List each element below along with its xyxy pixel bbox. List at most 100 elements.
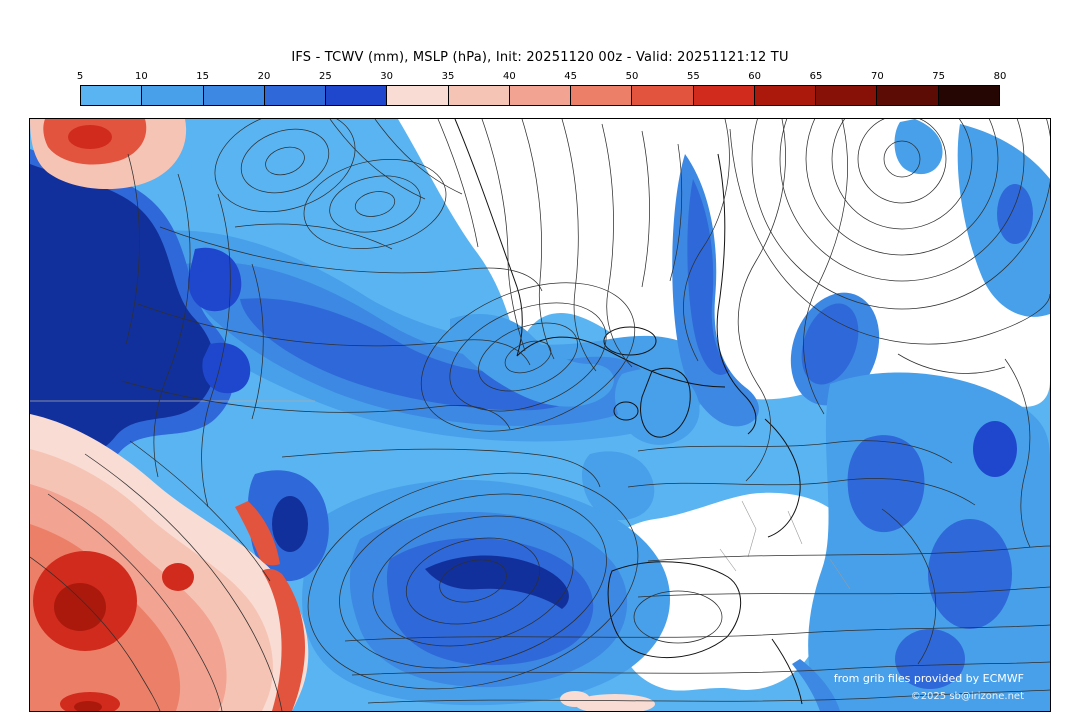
colorbar-tick-label: 75 (932, 71, 946, 82)
mslp-contour (153, 173, 191, 478)
mslp-contour (351, 661, 1050, 676)
coastline (607, 561, 742, 659)
colorbar-tick-label: 35 (441, 71, 455, 82)
mslp-contour (329, 119, 426, 200)
colorbar-segment (387, 86, 449, 105)
weather-map: from grib files provided by ECMWF ©2025 … (29, 118, 1051, 712)
mslp-contour (633, 590, 723, 644)
colorbar-segment (509, 86, 572, 105)
colorbar-segment (816, 86, 878, 105)
mslp-contour (367, 689, 1050, 704)
mslp-contour (751, 119, 1050, 310)
tcwv-region (928, 519, 1012, 629)
colorbar-segment (142, 86, 204, 105)
mslp-contour (478, 322, 578, 392)
mslp-contour (121, 380, 511, 430)
mslp-contour (307, 472, 639, 690)
mslp-contour (329, 175, 421, 233)
mslp-contour (439, 559, 507, 603)
coastlines (454, 119, 803, 705)
colorbar-segment (632, 86, 694, 105)
mslp-contour (737, 119, 786, 482)
mslp-contour (883, 140, 921, 178)
mslp-contour (481, 119, 526, 352)
colorbar-tick-label: 80 (993, 71, 1007, 82)
tcwv-region (188, 247, 242, 312)
colorbar-tick-label: 30 (380, 71, 394, 82)
colorbar-tick-label: 40 (502, 71, 516, 82)
mslp-contour (339, 493, 607, 669)
mslp-contour (805, 119, 999, 256)
tcwv-region (54, 583, 106, 631)
colorbar-segment (81, 86, 143, 105)
mslp-contour (129, 440, 271, 582)
mslp-contour (303, 158, 447, 250)
tcwv-region (847, 435, 925, 533)
colorbar-segment (326, 86, 388, 105)
mslp-contour (504, 340, 552, 374)
colorbar-tick-label: 25 (318, 71, 332, 82)
mslp-contour (627, 478, 976, 506)
coastline (613, 401, 639, 421)
colorbar-segment (877, 86, 939, 105)
colorbar-segment (448, 86, 510, 105)
mslp-contour (1004, 358, 1031, 548)
tcwv-region (895, 629, 965, 689)
tcwv-region (792, 659, 840, 711)
mslp-contour (405, 537, 541, 625)
mslp-contour (420, 282, 636, 432)
colorbar-segment (754, 86, 817, 105)
mslp-contour (234, 223, 393, 250)
tcwv-region (262, 568, 306, 711)
colorbar-ticks: 5 10 15 20 25 30 35 40 45 50 55 60 65 70 75 80 (76, 71, 1007, 85)
mslp-contour (831, 119, 973, 230)
mslp-contour (521, 119, 555, 360)
colorbar-tick-label: 45 (564, 71, 578, 82)
mslp-contour (601, 123, 633, 368)
tcwv-region (74, 701, 102, 711)
tcwv-shading (30, 119, 1050, 711)
coastline (454, 119, 726, 388)
mslp-contour (897, 353, 1006, 374)
colorbar-segment (693, 86, 755, 105)
coastline (771, 638, 803, 705)
colorbar-tick-label: 60 (748, 71, 762, 82)
tcwv-region (202, 342, 251, 394)
mslp-contours (30, 119, 1050, 711)
mslp-contour (265, 146, 305, 176)
mslp-contour (561, 119, 597, 372)
mslp-contour (683, 119, 730, 362)
mslp-contour (857, 119, 947, 204)
colorbar-segments (80, 85, 1000, 106)
mslp-contour (251, 263, 264, 420)
map-graticule (30, 400, 851, 590)
tcwv-region (973, 421, 1017, 477)
tcwv-region (162, 563, 194, 591)
country-border (719, 500, 851, 590)
coastline (603, 326, 657, 356)
mslp-contour (437, 119, 479, 248)
tcwv-region (894, 119, 1050, 317)
mslp-contour (449, 302, 607, 412)
coastline (716, 153, 757, 435)
mslp-contour (779, 119, 1025, 282)
mslp-contour (30, 556, 161, 711)
mslp-contour (637, 586, 1050, 598)
tcwv-region (997, 184, 1033, 244)
colorbar-segment (203, 86, 265, 105)
mslp-contour (354, 191, 396, 217)
colorbar-tick-label: 5 (76, 71, 84, 82)
mslp-contour (125, 153, 140, 345)
tcwv-region (450, 314, 614, 407)
mslp-contour (803, 119, 848, 415)
mslp-contour (281, 448, 601, 488)
attribution: from grib files provided by ECMWF ©2025 … (834, 670, 1024, 705)
tcwv-region (272, 496, 308, 552)
mslp-contour (641, 130, 650, 288)
mslp-contour (729, 128, 1050, 345)
colorbar-tick-label: 50 (625, 71, 639, 82)
mslp-contour (84, 453, 283, 711)
attribution-copyright: ©2025 sb@irizone.net (910, 690, 1024, 702)
map-svg (30, 119, 1050, 711)
page-title: IFS - TCWV (mm), MSLP (hPa), Init: 20251… (291, 50, 789, 65)
